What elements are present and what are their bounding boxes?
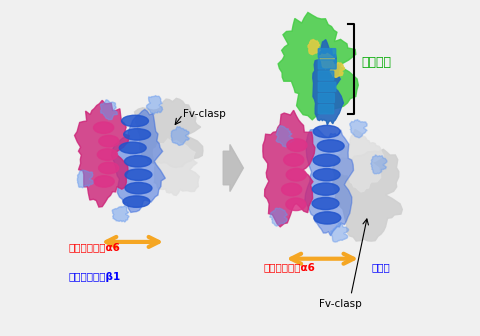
- Polygon shape: [313, 40, 344, 125]
- Polygon shape: [333, 149, 402, 241]
- Polygon shape: [330, 223, 348, 242]
- Polygon shape: [305, 129, 353, 236]
- FancyBboxPatch shape: [318, 71, 334, 80]
- Ellipse shape: [282, 183, 302, 196]
- Polygon shape: [111, 110, 165, 212]
- FancyBboxPatch shape: [318, 60, 336, 69]
- Ellipse shape: [312, 183, 339, 195]
- Ellipse shape: [123, 196, 150, 207]
- Ellipse shape: [94, 122, 114, 133]
- Ellipse shape: [121, 115, 148, 127]
- Ellipse shape: [94, 176, 114, 187]
- Text: インテ: インテ: [371, 262, 390, 272]
- Polygon shape: [335, 129, 384, 192]
- Polygon shape: [154, 139, 199, 196]
- Text: ラミニン: ラミニン: [361, 56, 391, 69]
- Ellipse shape: [313, 169, 340, 181]
- Polygon shape: [278, 12, 358, 120]
- FancyBboxPatch shape: [318, 93, 335, 102]
- Polygon shape: [371, 155, 387, 174]
- Ellipse shape: [312, 197, 339, 210]
- Polygon shape: [74, 100, 130, 207]
- Ellipse shape: [286, 168, 306, 181]
- Polygon shape: [100, 100, 117, 120]
- Ellipse shape: [98, 162, 119, 174]
- Polygon shape: [270, 208, 288, 226]
- Polygon shape: [320, 53, 335, 69]
- Text: インテグリンβ1: インテグリンβ1: [69, 272, 121, 282]
- FancyBboxPatch shape: [318, 49, 336, 58]
- Ellipse shape: [314, 212, 341, 224]
- Polygon shape: [134, 98, 203, 168]
- Text: Fv-clasp: Fv-clasp: [319, 299, 362, 309]
- Ellipse shape: [120, 142, 146, 154]
- Ellipse shape: [97, 149, 118, 160]
- Ellipse shape: [125, 169, 152, 180]
- Ellipse shape: [124, 129, 151, 140]
- Polygon shape: [308, 39, 320, 55]
- Ellipse shape: [313, 125, 340, 138]
- Polygon shape: [350, 119, 367, 138]
- Ellipse shape: [284, 154, 304, 166]
- Text: Fv-clasp: Fv-clasp: [183, 109, 226, 119]
- Ellipse shape: [286, 198, 306, 211]
- Polygon shape: [330, 63, 345, 77]
- Ellipse shape: [313, 154, 340, 166]
- Polygon shape: [146, 96, 163, 114]
- FancyBboxPatch shape: [318, 82, 336, 91]
- Polygon shape: [263, 110, 315, 227]
- Polygon shape: [77, 170, 95, 188]
- Ellipse shape: [124, 156, 151, 167]
- Polygon shape: [171, 127, 189, 145]
- Text: インテグリンα6: インテグリンα6: [264, 262, 315, 272]
- Text: インテグリンα6: インテグリンα6: [69, 242, 120, 252]
- FancyArrow shape: [223, 144, 243, 192]
- Ellipse shape: [125, 182, 152, 194]
- Ellipse shape: [99, 135, 119, 147]
- Ellipse shape: [287, 139, 307, 152]
- Ellipse shape: [317, 140, 344, 152]
- Polygon shape: [276, 126, 294, 147]
- Polygon shape: [112, 206, 129, 222]
- FancyBboxPatch shape: [318, 104, 334, 114]
